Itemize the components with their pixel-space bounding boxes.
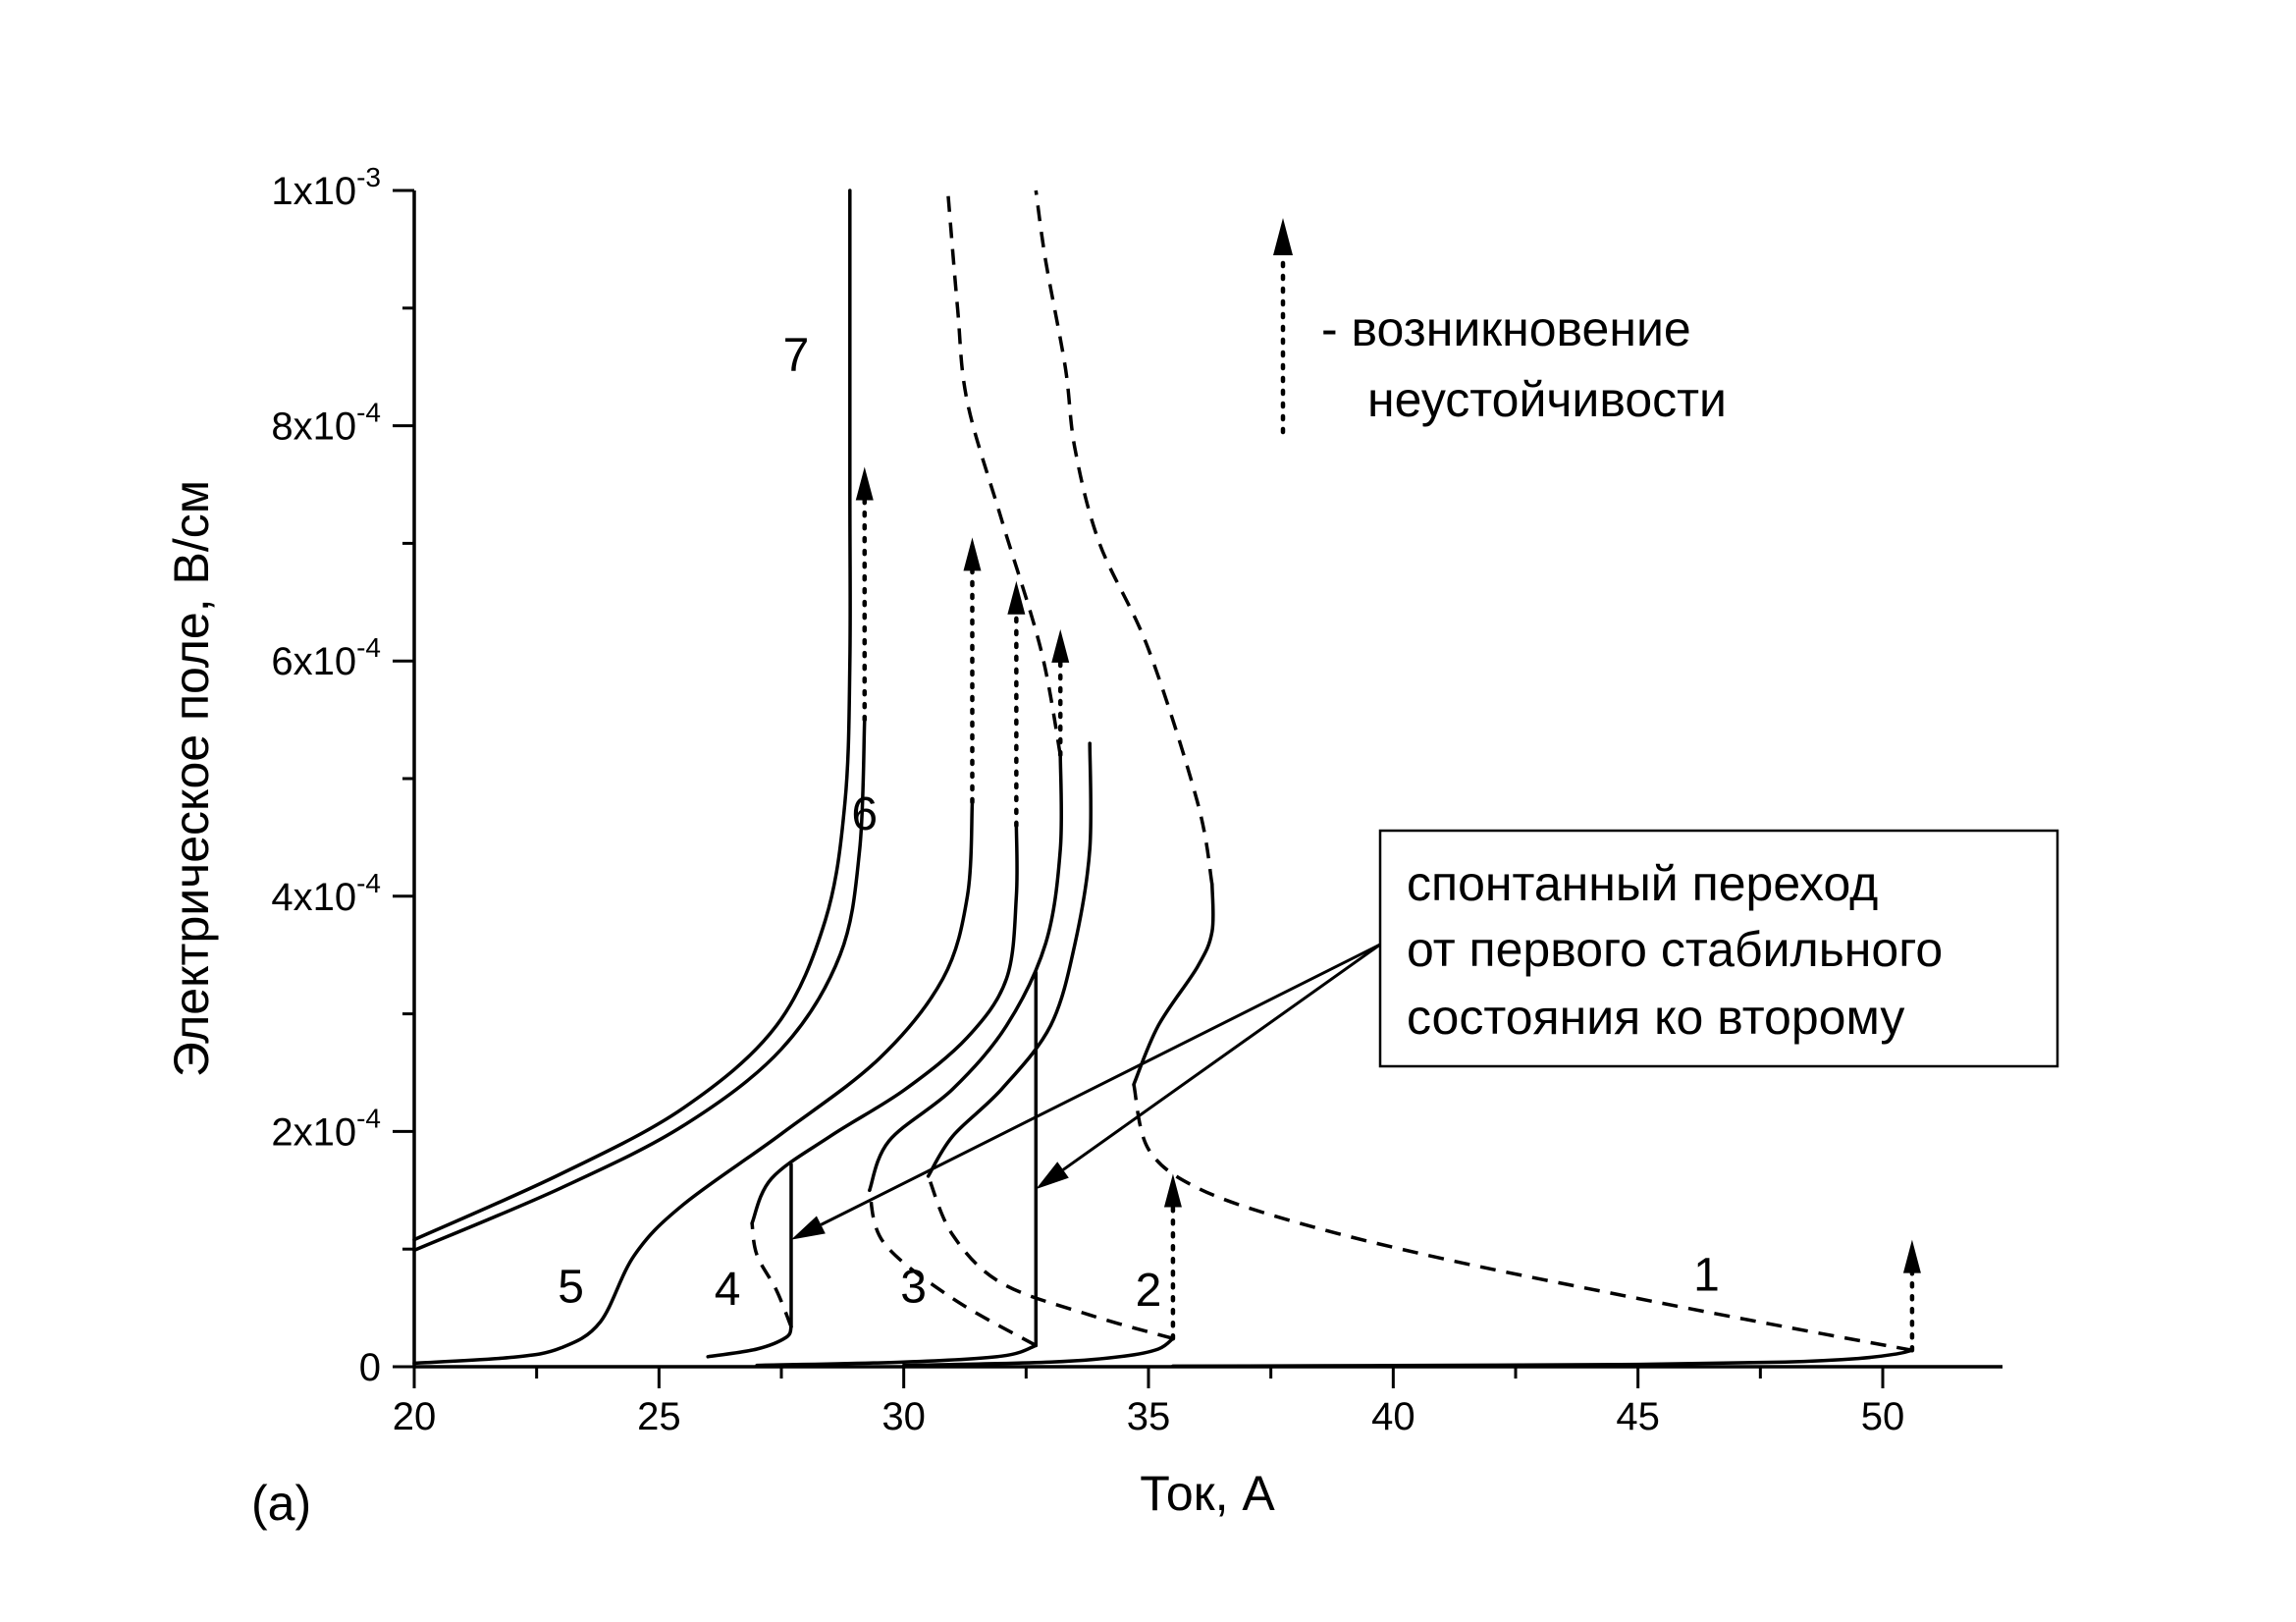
series-6-solid-line xyxy=(412,718,867,1253)
series-5-arrow-head xyxy=(963,537,982,571)
transition-lines xyxy=(789,970,1039,1348)
x-axis-title: Ток, А xyxy=(1140,1466,1275,1521)
callout-line1: спонтанный переход xyxy=(1407,856,1878,911)
series-2-dashed-line xyxy=(926,1175,1174,1340)
instability-arrows xyxy=(855,466,1921,1353)
series-4-label: 4 xyxy=(715,1264,741,1316)
series-2-solid-upper-line xyxy=(926,741,1094,1178)
series-3-arrow-head xyxy=(1051,628,1070,663)
legend-text-line1: - возникновение xyxy=(1321,301,1691,356)
plot-area xyxy=(412,189,1921,1369)
y-axis-title: Электрическое поле, В/см xyxy=(164,480,219,1077)
y-ticks: 0 2x10-4 4x10-4 6x10-4 8x10-4 1x10-3 xyxy=(271,162,414,1389)
y-tick-label: 2x10-4 xyxy=(271,1103,381,1154)
callout-pointer-head-1 xyxy=(790,1216,826,1240)
series-7-solid-line xyxy=(412,189,852,1242)
legend-text-line2: неустойчивости xyxy=(1367,372,1727,427)
series-6-label: 6 xyxy=(851,788,878,840)
callout-line2: от первого стабильного xyxy=(1407,922,1943,977)
callout-box: спонтанный переход от первого стабильног… xyxy=(1378,829,2059,1068)
series-4-solid-line xyxy=(706,1325,793,1359)
series-2-arrow-head xyxy=(1163,1173,1182,1208)
callout-pointer-head-2 xyxy=(1036,1162,1069,1190)
series-3-solid-line xyxy=(755,1343,1039,1368)
series-1-solid-line xyxy=(1171,1348,1914,1369)
series-4-dashed-line xyxy=(750,1222,793,1327)
callout-line3: состояния ко второму xyxy=(1407,990,1904,1045)
y-tick-label: 6x10-4 xyxy=(271,632,381,683)
y-tick-label: 1x10-3 xyxy=(271,162,381,213)
series-1-dashed-upper-line xyxy=(1034,189,1214,886)
curves xyxy=(412,189,1914,1369)
x-tick-label: 45 xyxy=(1616,1395,1660,1438)
series-3-solid-upper-line xyxy=(868,753,1064,1193)
curve-labels: 1 2 3 4 5 6 7 xyxy=(558,330,1720,1317)
x-ticks: 20 25 30 35 40 45 50 xyxy=(393,1367,1905,1438)
series-2-label: 2 xyxy=(1136,1265,1162,1317)
series-1-label: 1 xyxy=(1693,1250,1720,1302)
series-3-dashed-upper-line xyxy=(945,189,1062,756)
legend-arrow-icon xyxy=(1273,218,1293,435)
x-tick-label: 25 xyxy=(637,1395,681,1438)
x-tick-label: 50 xyxy=(1861,1395,1905,1438)
x-tick-label: 40 xyxy=(1371,1395,1415,1438)
callout-pointer-2 xyxy=(1062,943,1381,1171)
axes: 20 25 30 35 40 45 50 02x10-44x10-46x10-48x10-4… xyxy=(271,162,2002,1438)
series-1-solid-upper-line xyxy=(1132,883,1215,1087)
series-1-dashed-line xyxy=(1132,1084,1913,1352)
series-4-solid-upper-line xyxy=(750,824,1019,1225)
series-3-dashed-line xyxy=(868,1189,1038,1347)
series-3-label: 3 xyxy=(900,1262,927,1314)
y-tick-label: 8x10-4 xyxy=(271,398,381,449)
callout-pointers xyxy=(790,943,1381,1240)
x-tick-label: 30 xyxy=(881,1395,926,1438)
series-5-label: 5 xyxy=(558,1262,584,1314)
x-tick-label: 35 xyxy=(1127,1395,1171,1438)
y-tick-label: 4x10-4 xyxy=(271,868,381,919)
callout-pointer-1 xyxy=(820,943,1381,1226)
y-tick-label: 0 xyxy=(359,1346,381,1389)
series-7-label: 7 xyxy=(783,330,810,382)
series-2-solid-line xyxy=(901,1336,1175,1368)
series-6-arrow-head xyxy=(855,466,874,501)
series-4-arrow-head xyxy=(1007,580,1026,615)
legend: - возникновение неустойчивости xyxy=(1273,218,1727,435)
x-tick-label: 20 xyxy=(393,1395,437,1438)
series-1-arrow-head xyxy=(1902,1239,1921,1273)
panel-label: (a) xyxy=(251,1476,311,1531)
series-5-solid-line xyxy=(412,800,975,1366)
